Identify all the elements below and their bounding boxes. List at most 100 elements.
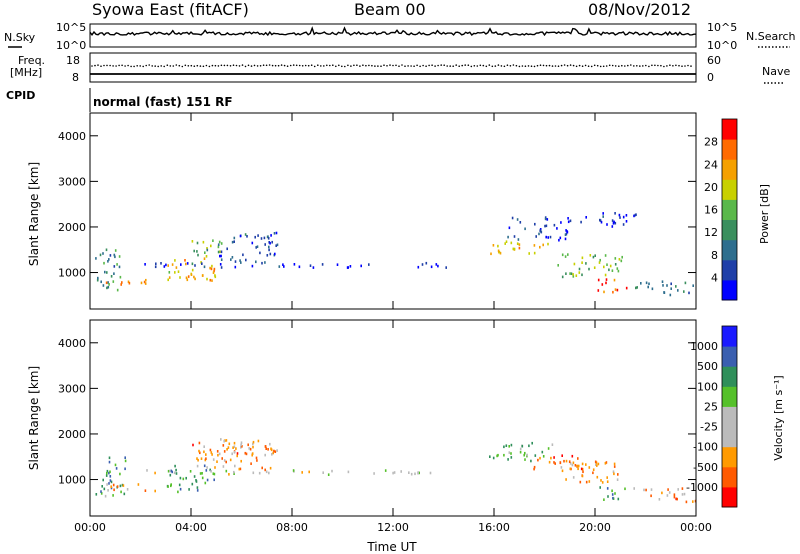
colorbar-tick-label: -100 [693,441,718,454]
freq-point [199,65,202,67]
freq-point [410,65,412,67]
data-cell [196,250,198,253]
freq-point [97,64,99,66]
freq-point [211,64,214,67]
data-cell [510,241,513,245]
data-cell [567,253,569,256]
data-cell [239,259,241,262]
data-cell [196,486,199,489]
data-cell [557,264,559,267]
data-cell [611,225,614,228]
colorbar-tick-label: -25 [700,421,718,434]
freq-point [639,65,641,67]
data-cell [186,278,189,282]
data-cell [533,251,536,255]
freq-point [470,65,473,68]
data-cell [677,488,679,491]
data-cell [234,464,236,468]
data-cell [534,454,537,457]
data-cell [100,280,102,284]
data-cell [260,237,263,240]
freq-point [539,64,542,66]
power-panel: 1000 2000 3000 4000 Slant Range [km] 4 8 12 16… [27,112,771,310]
freq-point [645,64,647,67]
freq-point [584,64,587,67]
data-cell [112,494,114,497]
data-cell [205,469,208,472]
data-cell [692,284,694,287]
data-cell [106,469,109,473]
data-cell [240,446,242,449]
data-cell [531,441,533,445]
data-cell [95,493,98,496]
data-cell [528,252,530,255]
data-cell [216,450,219,453]
freq-point [563,64,566,66]
colorbar-tick-label: 100 [697,380,718,393]
data-cell [259,251,261,255]
data-cell [301,471,303,474]
velocity-heatmap [95,438,697,504]
freq-point [286,65,289,67]
data-cell [571,454,574,458]
data-cell [613,462,616,466]
data-cell [114,255,116,259]
data-cell [252,445,254,449]
colorbar-frame [721,118,738,301]
data-cell [217,453,219,457]
freq-point [554,65,557,67]
data-cell [202,240,205,244]
data-cell [592,468,595,471]
data-cell [191,262,194,266]
data-cell [216,460,218,463]
data-cell [550,456,552,460]
data-cell [113,265,116,268]
data-cell [118,255,121,258]
data-cell [566,230,568,233]
data-cell [169,473,172,477]
data-cell [209,448,212,452]
data-cell [127,280,130,284]
data-cell [604,273,607,277]
data-cell [265,447,267,450]
data-cell [292,469,295,472]
data-cell [206,277,208,281]
data-cell [239,234,242,238]
data-cell [255,456,258,460]
colorbar-tick-label: 8 [711,249,718,262]
data-cell [498,250,501,254]
data-cell [155,262,157,266]
data-cell [618,258,621,261]
data-cell [192,443,194,447]
data-cell [607,495,609,498]
freq-point [660,64,662,67]
freq-point [142,65,144,68]
data-cell [600,220,603,224]
data-cell [211,279,213,282]
data-cell [549,235,552,239]
data-cell [604,254,607,257]
freq-point [675,64,677,67]
data-cell [264,453,266,457]
data-cell [99,253,102,257]
data-cell [542,455,545,458]
data-cell [668,491,671,494]
colorbar-segment [722,346,737,367]
data-cell [239,467,242,471]
data-cell [106,271,108,274]
nave-tick-bottom: 0 [707,71,714,84]
freq-point [666,65,668,67]
data-cell [177,490,179,494]
data-cell [271,240,273,244]
data-cell [145,278,147,282]
data-cell [606,263,608,266]
colorbar-tick-label: 28 [704,136,718,149]
data-cell [414,472,416,476]
data-cell [228,473,230,476]
data-cell [118,265,121,269]
freq-point [446,65,449,67]
data-cell [518,243,521,246]
data-cell [170,483,172,486]
data-cell [492,244,495,247]
freq-point [292,64,295,66]
